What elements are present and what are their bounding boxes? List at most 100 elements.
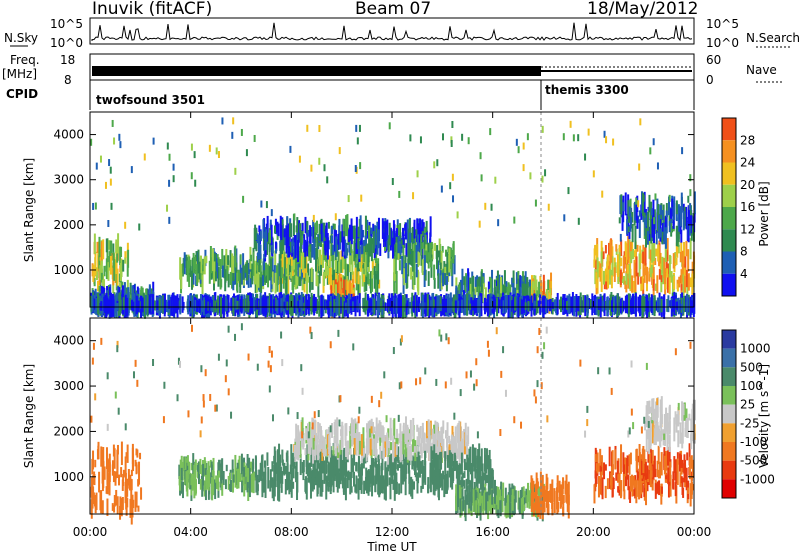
heatmap-cell bbox=[202, 460, 205, 467]
heatmap-cell bbox=[300, 256, 303, 270]
heatmap-cell bbox=[425, 249, 428, 262]
heatmap-cell bbox=[202, 297, 205, 316]
heatmap-cell bbox=[109, 255, 112, 275]
heatmap-cell bbox=[468, 506, 471, 514]
heatmap-cell bbox=[232, 474, 235, 483]
heatmap-cell bbox=[676, 452, 679, 465]
heatmap-cell bbox=[268, 293, 271, 316]
heatmap-cell bbox=[395, 297, 398, 314]
heatmap-cell bbox=[333, 299, 336, 313]
heatmap-cell bbox=[295, 471, 298, 480]
heatmap-cell bbox=[456, 424, 459, 443]
heatmap-cell bbox=[301, 269, 304, 286]
heatmap-cell bbox=[657, 244, 660, 262]
heatmap-cell bbox=[404, 255, 407, 271]
heatmap-cell bbox=[356, 263, 359, 284]
heatmap-cell bbox=[405, 263, 408, 283]
heatmap-cell bbox=[556, 292, 559, 315]
heatmap-cell bbox=[131, 299, 134, 309]
heatmap-cell bbox=[265, 262, 268, 276]
heatmap-cell bbox=[677, 231, 680, 243]
heatmap-cell bbox=[543, 485, 546, 504]
heatmap-cell bbox=[181, 481, 184, 499]
heatmap-cell bbox=[292, 276, 295, 294]
heatmap-cell bbox=[404, 438, 407, 458]
heatmap-cell bbox=[644, 215, 647, 236]
heatmap-cell bbox=[258, 274, 261, 292]
heatmap-cell bbox=[446, 252, 449, 275]
heatmap-cell bbox=[489, 499, 492, 507]
heatmap-cell bbox=[446, 436, 449, 460]
heatmap-cell bbox=[181, 263, 184, 277]
heatmap-cell bbox=[611, 246, 614, 258]
heatmap-cell bbox=[249, 463, 252, 472]
heatmap-cell bbox=[165, 299, 168, 313]
heatmap-cell bbox=[277, 263, 280, 280]
heatmap-cell bbox=[668, 220, 671, 233]
heatmap-cell bbox=[250, 254, 253, 262]
heatmap-cell bbox=[190, 143, 193, 151]
heatmap-cell bbox=[198, 298, 201, 314]
heatmap-cell bbox=[380, 486, 383, 494]
heatmap-cell bbox=[328, 430, 331, 439]
heatmap-cell bbox=[106, 458, 109, 475]
heatmap-cell bbox=[646, 271, 649, 282]
heatmap-cell bbox=[92, 492, 95, 505]
nsky-label: N.Sky bbox=[4, 31, 38, 45]
heatmap-cell bbox=[179, 257, 182, 280]
heatmap-cell bbox=[210, 300, 213, 307]
heatmap-cell bbox=[656, 162, 659, 170]
heatmap-cell bbox=[123, 282, 126, 304]
heatmap-cell bbox=[605, 136, 608, 144]
heatmap-cell bbox=[222, 294, 225, 318]
heatmap-cell bbox=[610, 300, 613, 312]
y-tick-label: 1000 bbox=[53, 263, 84, 277]
heatmap-cell bbox=[288, 222, 291, 237]
heatmap-cell bbox=[371, 473, 374, 497]
heatmap-cell bbox=[644, 247, 647, 266]
heatmap-cell bbox=[377, 454, 380, 467]
heatmap-cell bbox=[298, 433, 301, 456]
heatmap-cell bbox=[484, 297, 487, 315]
heatmap-cell bbox=[192, 265, 195, 285]
heatmap-cell bbox=[676, 283, 679, 292]
heatmap-cell bbox=[276, 467, 279, 481]
heatmap-cell bbox=[479, 493, 482, 506]
heatmap-cell bbox=[504, 294, 507, 313]
heatmap-cell bbox=[430, 257, 433, 268]
heatmap-cell bbox=[184, 469, 187, 480]
heatmap-cell bbox=[386, 432, 389, 453]
heatmap-cell bbox=[439, 435, 442, 443]
heatmap-cell bbox=[668, 446, 671, 464]
heatmap-cell bbox=[360, 467, 363, 485]
heatmap-cell bbox=[264, 472, 267, 484]
heatmap-cell bbox=[197, 300, 200, 307]
heatmap-cell bbox=[340, 259, 343, 273]
heatmap-cell bbox=[547, 203, 550, 211]
heatmap-cell bbox=[100, 446, 103, 467]
heatmap-cell bbox=[683, 454, 686, 465]
heatmap-cell bbox=[426, 293, 429, 316]
heatmap-cell bbox=[280, 272, 283, 297]
heatmap-cell bbox=[439, 268, 442, 292]
heatmap-cell bbox=[217, 470, 220, 478]
heatmap-cell bbox=[193, 464, 196, 483]
heatmap-cell bbox=[311, 443, 314, 464]
heatmap-cell bbox=[374, 279, 377, 297]
heatmap-cell bbox=[241, 299, 244, 309]
heatmap-cell bbox=[686, 452, 689, 461]
heatmap-cell bbox=[618, 296, 621, 316]
heatmap-cell bbox=[93, 298, 96, 309]
heatmap-cell bbox=[683, 275, 686, 293]
heatmap-cell bbox=[193, 481, 196, 499]
heatmap-cell bbox=[198, 461, 201, 485]
heatmap-cell bbox=[172, 175, 175, 183]
heatmap-cell bbox=[120, 498, 123, 517]
heatmap-cell bbox=[648, 469, 651, 485]
heatmap-cell bbox=[371, 261, 374, 269]
heatmap-cell bbox=[535, 497, 538, 514]
heatmap-cell bbox=[404, 477, 407, 496]
heatmap-cell bbox=[662, 263, 665, 285]
heatmap-cell bbox=[393, 477, 396, 501]
heatmap-cell bbox=[577, 295, 580, 312]
